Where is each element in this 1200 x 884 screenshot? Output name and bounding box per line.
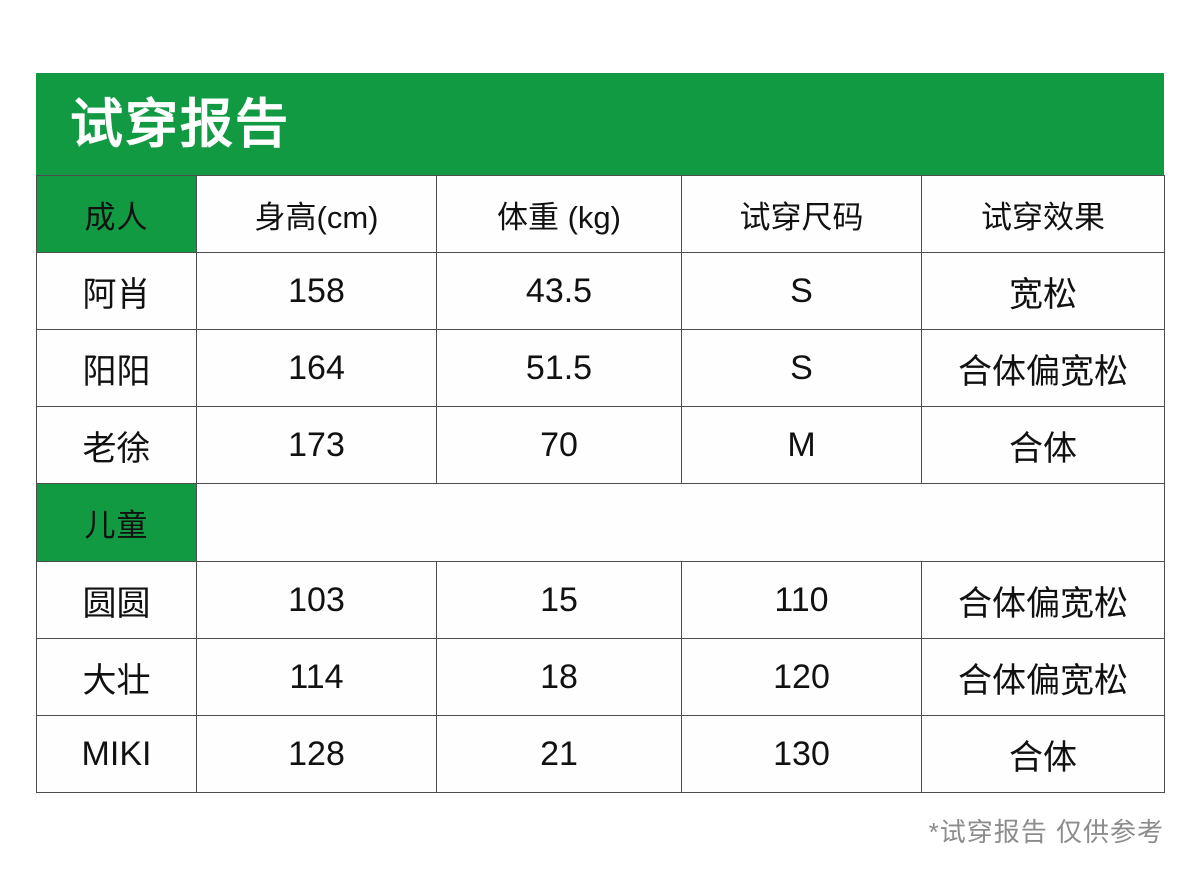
- group-header-blank-cell: [196, 483, 1165, 562]
- page-title: 试穿报告: [70, 94, 290, 154]
- cell-effect: 合体偏宽松: [921, 329, 1165, 407]
- cell-name: 阿肖: [36, 252, 197, 330]
- column-header-effect: 试穿效果: [921, 175, 1165, 253]
- cell-height: 114: [196, 638, 437, 716]
- fitting-report-table: 成人 身高(cm) 体重 (kg) 试穿尺码 试穿效果 阿肖 158 43.5 …: [36, 175, 1165, 793]
- cell-effect: 合体: [921, 715, 1165, 793]
- cell-effect: 合体: [921, 406, 1165, 484]
- report-title-band: 试穿报告: [36, 73, 1164, 175]
- column-header-size: 试穿尺码: [681, 175, 922, 253]
- cell-size: 110: [681, 561, 922, 639]
- group-header-row-children: 儿童: [36, 483, 1165, 562]
- cell-size: 130: [681, 715, 922, 793]
- cell-height: 164: [196, 329, 437, 407]
- cell-weight: 18: [436, 638, 682, 716]
- cell-height: 173: [196, 406, 437, 484]
- disclaimer-footnote: *试穿报告 仅供参考: [928, 817, 1164, 847]
- cell-size: S: [681, 329, 922, 407]
- cell-size: 120: [681, 638, 922, 716]
- table-row: 老徐 173 70 M 合体: [36, 406, 1165, 484]
- table-row: 大壮 114 18 120 合体偏宽松: [36, 638, 1165, 716]
- cell-effect: 合体偏宽松: [921, 561, 1165, 639]
- table-row: MIKI 128 21 130 合体: [36, 715, 1165, 793]
- cell-weight: 51.5: [436, 329, 682, 407]
- cell-name: 老徐: [36, 406, 197, 484]
- cell-name: 大壮: [36, 638, 197, 716]
- cell-height: 103: [196, 561, 437, 639]
- cell-weight: 15: [436, 561, 682, 639]
- cell-size: M: [681, 406, 922, 484]
- group-label-adult: 成人: [36, 175, 197, 253]
- cell-size: S: [681, 252, 922, 330]
- cell-name: 圆圆: [36, 561, 197, 639]
- table-header-row: 成人 身高(cm) 体重 (kg) 试穿尺码 试穿效果: [36, 175, 1165, 253]
- report-card: 试穿报告 成人 身高(cm) 体重 (kg) 试穿尺码 试穿效果: [36, 73, 1165, 793]
- cell-weight: 70: [436, 406, 682, 484]
- cell-name: 阳阳: [36, 329, 197, 407]
- cell-name: MIKI: [36, 715, 197, 793]
- column-header-height: 身高(cm): [196, 175, 437, 253]
- cell-height: 128: [196, 715, 437, 793]
- table-row: 圆圆 103 15 110 合体偏宽松: [36, 561, 1165, 639]
- cell-effect: 宽松: [921, 252, 1165, 330]
- column-header-weight: 体重 (kg): [436, 175, 682, 253]
- cell-weight: 43.5: [436, 252, 682, 330]
- table-row: 阳阳 164 51.5 S 合体偏宽松: [36, 329, 1165, 407]
- cell-weight: 21: [436, 715, 682, 793]
- table-row: 阿肖 158 43.5 S 宽松: [36, 252, 1165, 330]
- cell-height: 158: [196, 252, 437, 330]
- cell-effect: 合体偏宽松: [921, 638, 1165, 716]
- group-label-children: 儿童: [36, 483, 197, 562]
